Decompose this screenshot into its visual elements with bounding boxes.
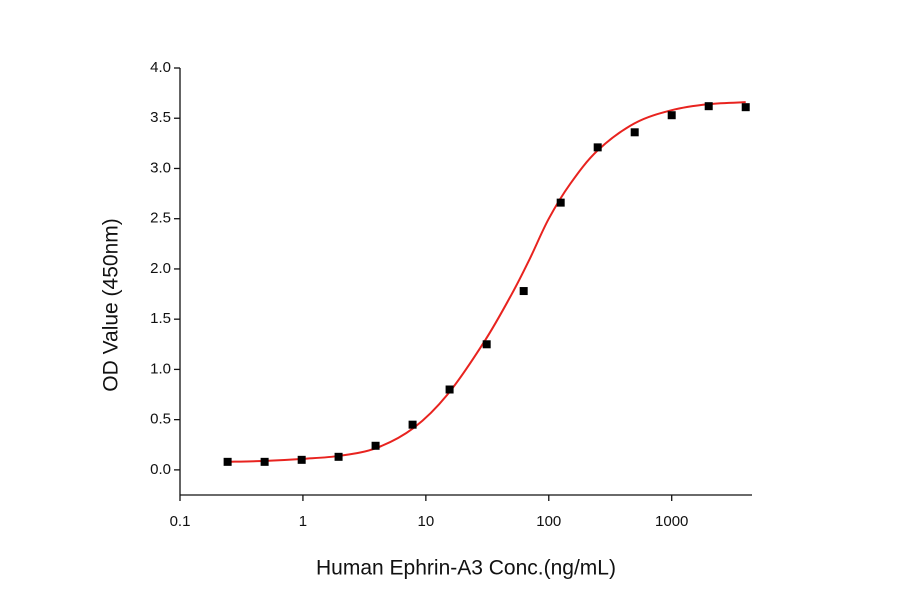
fit-curve (227, 101, 746, 463)
y-tick-label: 3.0 (150, 159, 171, 176)
data-point (556, 198, 565, 207)
y-tick-label: 0.5 (150, 411, 171, 428)
data-point (482, 340, 491, 349)
y-tick-label: 0.0 (150, 461, 171, 478)
x-axis-title: Human Ephrin-A3 Conc.(ng/mL) (316, 557, 616, 580)
x-tick-label: 1000 (655, 513, 688, 530)
y-tick-label: 2.5 (150, 210, 171, 227)
data-point (445, 385, 454, 394)
x-tick-label: 10 (418, 513, 435, 530)
data-point (519, 287, 528, 296)
data-point (371, 441, 380, 450)
data-point (408, 420, 417, 429)
y-tick-label: 1.0 (150, 360, 171, 377)
x-tick-label: 0.1 (170, 513, 191, 530)
data-point (741, 103, 750, 112)
y-tick-label: 1.5 (150, 310, 171, 327)
data-point (667, 111, 676, 120)
y-tick-label: 4.0 (150, 59, 171, 76)
y-tick-label: 3.5 (150, 109, 171, 126)
x-tick-label: 1 (299, 513, 307, 530)
data-point (593, 143, 602, 152)
x-tick-label: 100 (536, 513, 561, 530)
data-point (297, 455, 306, 464)
data-point (334, 452, 343, 461)
data-point (630, 128, 639, 137)
y-axis-title: OD Value (450nm) (100, 218, 123, 392)
data-point (223, 457, 232, 466)
data-point (260, 457, 269, 466)
y-tick-label: 2.0 (150, 260, 171, 277)
data-point (704, 102, 713, 111)
